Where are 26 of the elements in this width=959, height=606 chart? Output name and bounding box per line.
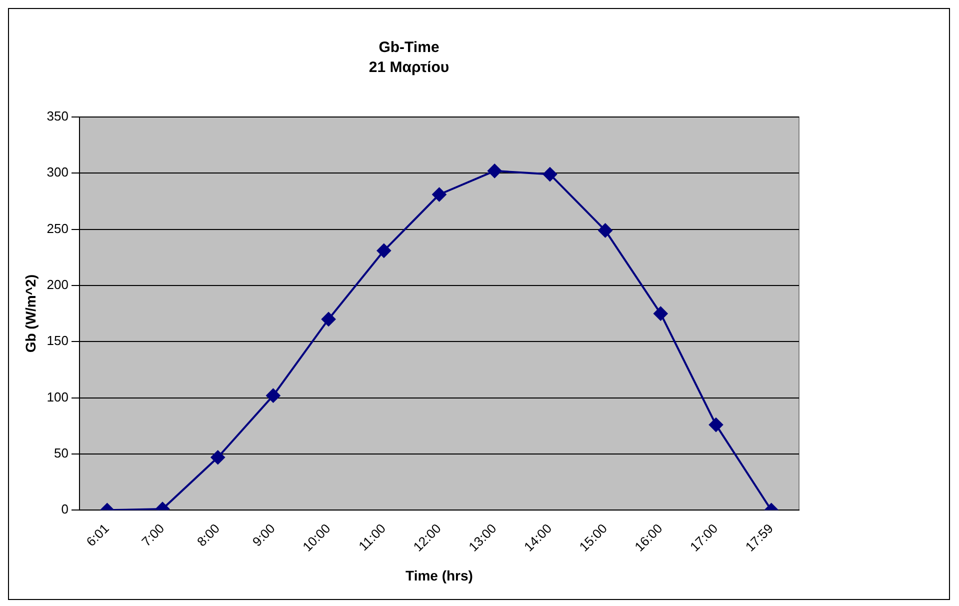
y-tick-label: 50: [54, 446, 68, 461]
point: [708, 418, 723, 432]
y-tick-label: 0: [61, 502, 68, 517]
x-axis-title: Time (hrs): [406, 567, 473, 584]
x-tick-label: 8:00: [194, 520, 223, 550]
point: [266, 388, 280, 403]
x-tick-label: 6:01: [83, 520, 112, 550]
y-tick-label: 150: [46, 333, 68, 348]
point: [322, 312, 336, 326]
y-tick-label: 100: [46, 389, 68, 404]
y-tick-label: 250: [46, 220, 68, 236]
point: [654, 306, 668, 321]
point: [542, 167, 557, 182]
y-axis-title: Gb (W/m^2): [22, 274, 38, 353]
chart-subtitle: 21 Μαρτίου: [368, 59, 450, 76]
point: [488, 164, 502, 178]
point: [432, 188, 446, 202]
point: [598, 223, 612, 238]
point: [376, 244, 391, 258]
x-tick-label: 9:00: [249, 520, 278, 550]
y-tick-label: 200: [46, 277, 68, 292]
point: [210, 450, 225, 464]
y-tick-label: 300: [46, 164, 68, 180]
chart-title: Gb-Time: [378, 39, 440, 56]
y-tick-label: 350: [46, 108, 68, 124]
x-tick-label: 7:00: [138, 520, 168, 550]
